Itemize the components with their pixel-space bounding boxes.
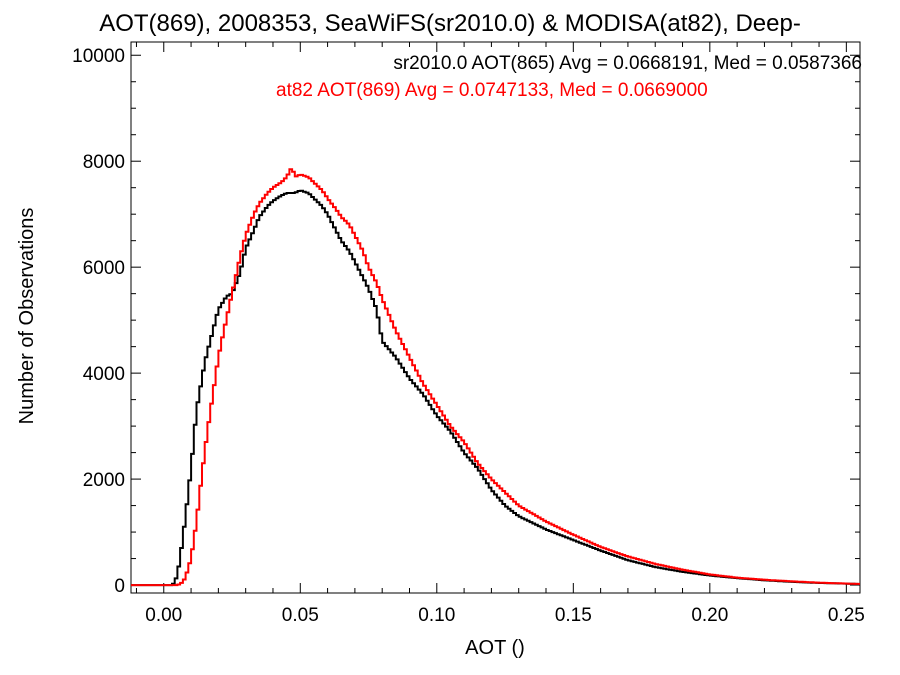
x-tick-label: 0.05 bbox=[282, 605, 319, 626]
y-tick-label: 0 bbox=[114, 576, 125, 597]
x-tick-label: 0.20 bbox=[691, 605, 728, 626]
x-tick-label: 0.00 bbox=[145, 605, 182, 626]
y-tick-label: 6000 bbox=[83, 258, 125, 279]
x-tick-label: 0.25 bbox=[828, 605, 865, 626]
y-tick-label: 2000 bbox=[83, 470, 125, 491]
annotation-black: sr2010.0 AOT(865) Avg = 0.0668191, Med =… bbox=[393, 53, 862, 74]
x-tick-label: 0.10 bbox=[418, 605, 455, 626]
plot-frame bbox=[130, 41, 861, 594]
y-tick-label: 8000 bbox=[83, 152, 125, 173]
x-tick-label: 0.15 bbox=[555, 605, 592, 626]
x-axis-label: AOT () bbox=[465, 637, 525, 659]
y-tick-label: 10000 bbox=[72, 46, 125, 67]
data-series bbox=[131, 168, 860, 587]
axis-ticks: 0.00 0.05 0.10 0.15 0.20 0.25 0 2000 4000 6000 800… bbox=[72, 42, 865, 626]
chart-title: AOT(869), 2008353, SeaWiFS(sr2010.0) & M… bbox=[99, 10, 801, 37]
series-line-1 bbox=[131, 168, 860, 587]
y-axis-label: Number of Observations bbox=[16, 208, 38, 425]
annotation-red: at82 AOT(869) Avg = 0.0747133, Med = 0.0… bbox=[276, 80, 708, 101]
y-tick-label: 4000 bbox=[83, 364, 125, 385]
series-line-0 bbox=[131, 189, 860, 587]
